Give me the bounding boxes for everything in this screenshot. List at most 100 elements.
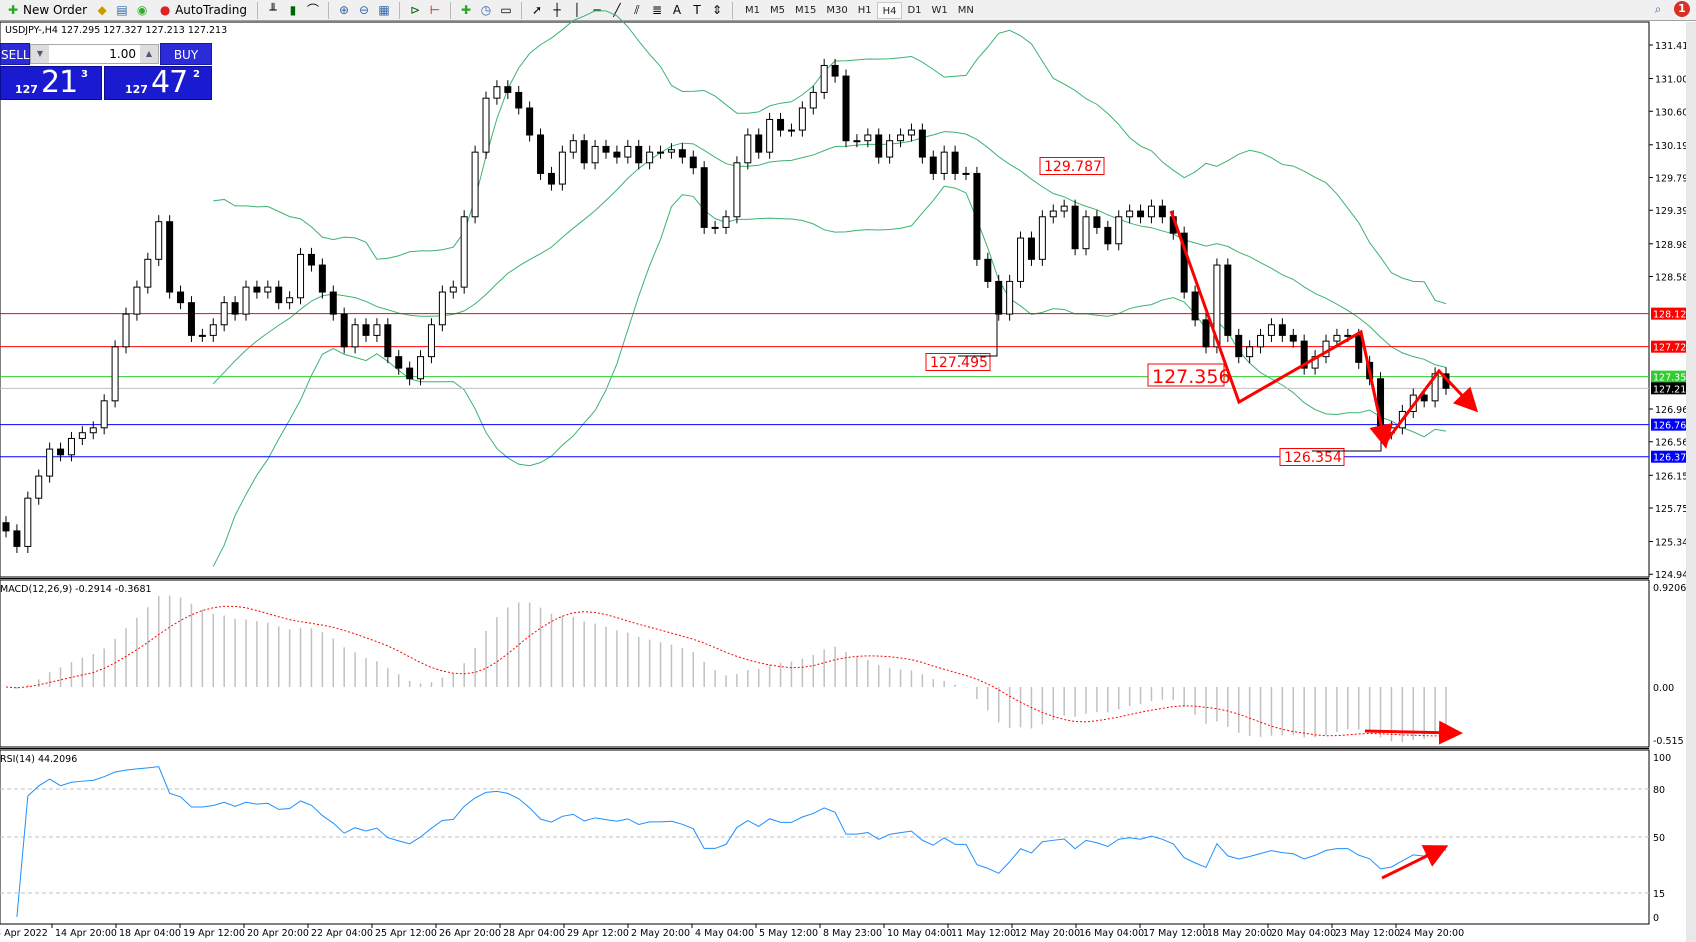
signals-icon[interactable]: ◉ (136, 3, 148, 17)
price-level-tag (1651, 382, 1687, 395)
lot-decrease-icon[interactable]: ▼ (31, 45, 49, 63)
candle-body (417, 356, 425, 380)
macd-axis-label: 0.00 (1653, 683, 1674, 694)
time-axis-label: 24 May 20:00 (1399, 928, 1464, 939)
candle-body (1180, 232, 1188, 293)
timeframe-mn[interactable]: MN (957, 4, 974, 16)
vertical-scrollbar[interactable] (1686, 22, 1696, 942)
time-axis-label: 4 May 04:00 (695, 928, 754, 939)
indicators-icon[interactable]: ✚ (460, 3, 472, 17)
candle-body (264, 286, 272, 293)
price-axis-label: 128.980 (1655, 240, 1694, 251)
sell-price[interactable]: 127 21 3 (0, 65, 102, 100)
candle-body (297, 253, 305, 299)
annotation-label: 129.787 (1044, 159, 1102, 175)
main-pane (0, 21, 1650, 578)
buy-price[interactable]: 127 47 2 (104, 65, 212, 100)
candle-body (635, 145, 643, 164)
sell-button[interactable]: SELL (0, 43, 30, 65)
lot-size-stepper[interactable]: ▼ 1.00 ▲ (30, 44, 159, 64)
candle-body (395, 356, 403, 369)
candle-body (2, 522, 10, 532)
rsi-axis-label: 80 (1653, 785, 1665, 796)
terminal-icon[interactable]: ▤ (116, 3, 128, 17)
candlestick-icon[interactable]: ▮ (289, 3, 297, 17)
candle-body (864, 134, 872, 142)
macd-signal-line (5, 605, 1447, 737)
periods-icon[interactable]: ◷ (480, 3, 492, 17)
horizontal-line-icon[interactable]: ─ (593, 3, 601, 17)
candle-body (78, 432, 86, 439)
price-axis-label: 128.580 (1655, 272, 1694, 283)
candle-body (133, 286, 141, 315)
candle-body (907, 129, 915, 136)
text-icon[interactable]: A (672, 3, 682, 17)
annotation-box (1147, 363, 1225, 387)
price-level-label: 126.769 (1653, 421, 1692, 432)
price-axis-label: 125.750 (1655, 504, 1694, 515)
candle-body (526, 107, 534, 136)
autoscroll-icon[interactable]: ⊳ (409, 3, 421, 17)
candle-body (209, 324, 217, 336)
time-axis-label: 16 May 04:00 (1079, 928, 1144, 939)
projection-arrow (1383, 368, 1479, 444)
candle-body (1137, 210, 1145, 218)
time-axis-label: 28 Apr 04:00 (503, 928, 565, 939)
bar-chart-icon[interactable]: ╨ (269, 3, 277, 17)
templates-icon[interactable]: ▭ (500, 3, 512, 17)
candle-body (253, 286, 261, 293)
metaeditor-icon[interactable]: ◆ (97, 3, 107, 17)
rsi-axis-label: 0 (1653, 913, 1659, 924)
candle-body (100, 400, 108, 429)
line-chart-icon[interactable]: ⌒ (306, 3, 319, 17)
arrows-icon[interactable]: ⇕ (711, 3, 723, 17)
trendline-icon[interactable]: ╱ (613, 3, 621, 17)
autotrading-button[interactable]: ● AutoTrading (154, 1, 250, 20)
vertical-line-icon[interactable]: │ (573, 3, 581, 17)
timeframe-h1[interactable]: H1 (857, 4, 872, 16)
candle-body (1093, 216, 1101, 228)
candle-body (427, 324, 435, 358)
timeframe-m15[interactable]: M15 (794, 4, 817, 16)
search-icon[interactable]: ⌕ (1654, 2, 1662, 16)
annotation-box (1039, 157, 1105, 175)
time-axis-label: 14 Apr 20:00 (55, 928, 117, 939)
timeframe-h4[interactable]: H4 (876, 1, 903, 19)
candle-body (242, 286, 250, 315)
crosshair-icon[interactable]: ┼ (553, 3, 561, 17)
candle-body (46, 448, 54, 477)
zoom-out-icon[interactable]: ⊖ (358, 3, 370, 17)
timeframe-m1[interactable]: M1 (744, 4, 760, 16)
fibonacci-icon[interactable]: ≣ (651, 3, 663, 17)
cursor-icon[interactable]: ➚ (531, 3, 543, 17)
timeframe-m5[interactable]: M5 (769, 4, 785, 16)
lot-size-input[interactable]: 1.00 (109, 47, 136, 61)
lot-increase-icon[interactable]: ▲ (140, 45, 158, 63)
candle-body (1049, 210, 1057, 218)
timeframe-m30[interactable]: M30 (826, 4, 848, 16)
notification-badge[interactable]: 1 (1674, 1, 1690, 17)
tile-windows-icon[interactable]: ▦ (378, 3, 390, 17)
candle-body (831, 64, 839, 77)
candle-body (1333, 334, 1341, 342)
candle-body (602, 145, 610, 153)
new-order-button[interactable]: ✚ New Order (2, 1, 90, 20)
candle-body (449, 286, 457, 293)
bollinger-middle (212, 131, 1447, 385)
chart-shift-icon[interactable]: ⊢ (429, 3, 441, 17)
buy-button[interactable]: BUY (160, 43, 212, 65)
candle-body (798, 107, 806, 131)
text-label-icon[interactable]: T (693, 3, 701, 17)
zoom-in-icon[interactable]: ⊕ (338, 3, 350, 17)
rsi-line (16, 766, 1447, 918)
equidistant-channel-icon[interactable]: ⫽ (634, 3, 640, 17)
candle-body (558, 151, 566, 185)
candle-body (842, 75, 850, 142)
candle-body (755, 134, 763, 153)
timeframe-w1[interactable]: W1 (931, 4, 948, 16)
time-axis-label: 18 Apr 04:00 (119, 928, 181, 939)
candle-body (711, 226, 719, 229)
timeframe-d1[interactable]: D1 (907, 4, 922, 16)
time-axis-label: 20 May 04:00 (1271, 928, 1336, 939)
